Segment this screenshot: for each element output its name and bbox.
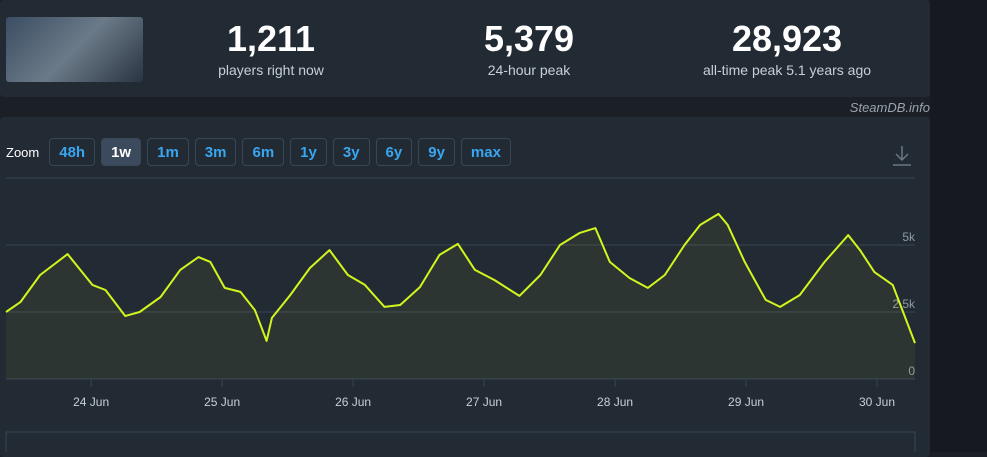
credit[interactable]: SteamDB.info [849, 100, 930, 115]
stats-card [0, 0, 930, 97]
stat: 1,211 players right now [151, 18, 391, 79]
zoom-button[interactable]: 3m [194, 138, 237, 166]
stat-label: players right now [218, 62, 324, 78]
stat: 28,923 all-time peak 5.1 years ago [667, 18, 907, 79]
zoom-button[interactable]: 6y [375, 138, 413, 166]
zoom-bar: Zoom 48h 1w 1m 3m 6m 1y 3y 6y 9y max [6, 138, 511, 166]
y-tick-label: 0 [908, 364, 915, 378]
stat-value: 5,379 [483, 18, 575, 59]
stat-value: 1,211 [226, 18, 316, 59]
zoom-button[interactable]: max [460, 138, 511, 166]
x-tick-label: 29 Jun [728, 395, 764, 409]
x-tick-label: 25 Jun [204, 395, 240, 409]
zoom-button[interactable]: 3y [332, 138, 370, 166]
game-image [6, 17, 143, 82]
x-tick-label: 30 Jun [859, 395, 895, 409]
zoom-button[interactable]: 9y [418, 138, 455, 166]
chart-card [0, 117, 930, 457]
x-tick-label: 28 Jun [597, 395, 633, 409]
navigator[interactable] [5, 431, 916, 452]
stat-value: 28,923 [731, 18, 843, 59]
zoom-button[interactable]: 48h [49, 138, 96, 166]
zoom-button[interactable]: 1w [101, 138, 142, 166]
download-icon[interactable] [893, 146, 911, 166]
zoom-button[interactable]: 1y [290, 138, 327, 166]
zoom-label: Zoom [6, 144, 40, 160]
stat: 5,379 24-hour peak [409, 18, 649, 79]
stat-label: 24-hour peak [487, 62, 571, 78]
zoom-button[interactable]: 1m [147, 138, 189, 166]
side-strip [930, 0, 987, 452]
x-tick-label: 24 Jun [73, 395, 109, 409]
y-tick-label: 5k [902, 230, 916, 244]
stat-label: all-time peak 5.1 years ago [702, 62, 872, 78]
series-line [5, 212, 916, 344]
zoom-button[interactable]: 6m [242, 138, 285, 166]
area-fill [6, 213, 915, 379]
x-tick-label: 27 Jun [466, 395, 502, 409]
x-tick-label: 26 Jun [335, 395, 371, 409]
